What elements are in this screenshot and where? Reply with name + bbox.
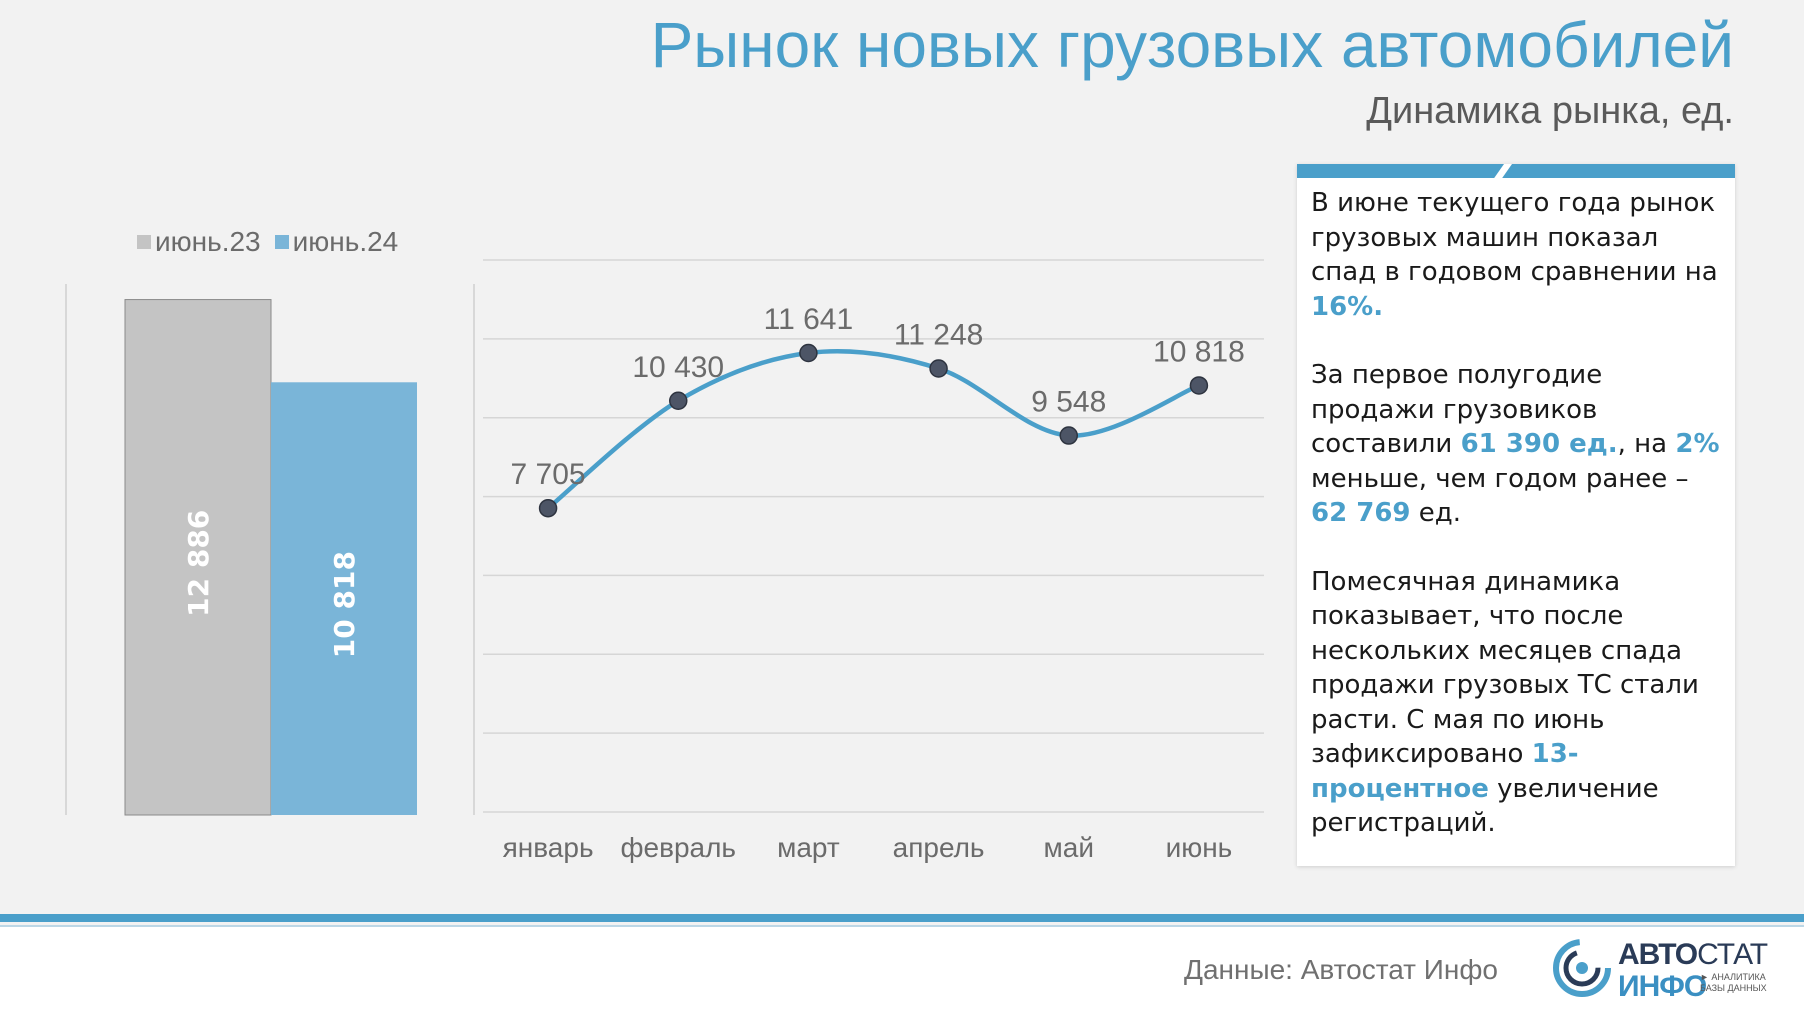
p2-text3: меньше, чем годом ранее – [1311, 463, 1689, 494]
bar-0 [124, 299, 272, 816]
line-point-5 [1189, 376, 1209, 395]
logo-wordmark-bottom: ИНФО [1618, 970, 1707, 1003]
line-value-label-3: 11 248 [894, 319, 984, 352]
bar-value-label-1: 10 818 [328, 551, 361, 658]
line-point-0 [538, 498, 558, 518]
p3-text2: увеличение регистраций. [1311, 773, 1659, 839]
charts-canvas: 12 886 10 818 7 705 январь 10 430 февраль 11 6… [65, 259, 1264, 863]
page-subtitle: Динамика рынка, ед. [1366, 90, 1734, 132]
legend-label-prev: июнь.23 [155, 226, 261, 257]
x-tick-label-2: март [777, 832, 840, 863]
line-value-label-5: 10 818 [1153, 335, 1245, 368]
legend-item-curr: июнь.24 [274, 226, 399, 258]
line-series [546, 348, 1200, 510]
commentary-panel: В июне текущего года рынок грузовых маши… [1297, 164, 1735, 866]
logo-tagline: ► АНАЛИТИКА БАЗЫ ДАННЫХ [1700, 972, 1767, 993]
p2-text4: ед. [1418, 498, 1462, 528]
p2-highlight-total: 61 390 ед. [1460, 429, 1618, 459]
logo-word-avto: АВТО [1618, 938, 1698, 971]
footer-divider-thin [0, 925, 1804, 927]
logo-wordmark-top: АВТОСТАТ [1618, 938, 1768, 972]
panel-paragraph-2: За первое полугодие продажи грузовиков с… [1311, 358, 1731, 531]
bar-value-label-0: 12 886 [182, 510, 215, 617]
panel-header-bar [1297, 164, 1735, 178]
line-value-label-0: 7 705 [511, 458, 586, 491]
x-tick-label-3: апрель [893, 832, 985, 863]
legend-label-curr: июнь.24 [292, 226, 399, 257]
data-source: Данные: Автостат Инфо [1183, 954, 1498, 985]
legend-swatch-curr [274, 235, 289, 249]
p3-highlight: 13-процентное [1311, 739, 1579, 804]
x-tick-label-1: февраль [620, 832, 736, 863]
line-point-1 [669, 391, 688, 411]
line-point-2 [799, 343, 818, 363]
panel-paragraph-3: Помесячная динамика показывает, что посл… [1311, 565, 1731, 841]
footer-divider [0, 914, 1804, 922]
footer [0, 927, 1804, 1014]
line-value-label-4: 9 548 [1031, 386, 1106, 419]
line-value-label-1: 10 430 [632, 351, 724, 384]
p3-text1: Помесячная динамика показывает, что посл… [1311, 566, 1699, 770]
line-point-4 [1059, 426, 1078, 445]
logo-word-stat: СТАТ [1697, 938, 1768, 971]
panel-paragraph-1: В июне текущего года рынок грузовых маши… [1311, 186, 1731, 324]
line-point-3 [929, 359, 948, 378]
bar-legend: июнь.23 июнь.24 [137, 226, 412, 258]
bar-1 [271, 382, 417, 815]
x-tick-label-0: январь [503, 832, 594, 863]
page-title: Рынок новых грузовых автомобилей [650, 9, 1734, 81]
p1-highlight: 16%. [1311, 291, 1384, 322]
logo-swirl-icon [1553, 939, 1611, 997]
p2-text1: За первое полугодие продажи грузовиков с… [1311, 360, 1603, 459]
line-value-label-2: 11 641 [764, 303, 854, 336]
p2-text2: , на [1617, 429, 1668, 459]
p1-text: В июне текущего года рынок грузовых маши… [1311, 188, 1718, 287]
x-tick-label-4: май [1044, 832, 1094, 863]
panel-text: В июне текущего года рынок грузовых маши… [1311, 186, 1731, 875]
p2-highlight-percent: 2% [1675, 429, 1720, 459]
legend-swatch-prev [137, 235, 151, 249]
x-tick-label-5: июнь [1166, 832, 1233, 863]
p2-highlight-prev: 62 769 [1311, 498, 1411, 528]
legend-item-prev: июнь.23 [137, 226, 261, 258]
autostat-logo: АВТОСТАТ ИНФО ► АНАЛИТИКА БАЗЫ ДАННЫХ [1550, 936, 1780, 1003]
